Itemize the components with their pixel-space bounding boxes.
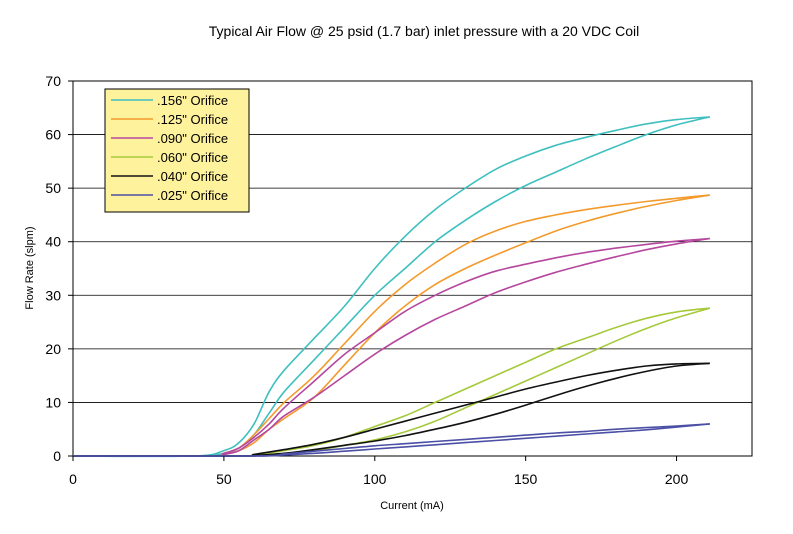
legend-box [104, 88, 250, 213]
x-axis-ticks: 0 50 100 150 200 [69, 456, 688, 487]
series-line-0-up [72, 116, 710, 458]
x-tick-label: 0 [69, 471, 77, 487]
series-line-1-up [72, 194, 710, 457]
legend-label: .060" Orifice [157, 150, 228, 165]
legend-label: .156" Orifice [157, 93, 228, 108]
legend-label: .025" Orifice [157, 188, 228, 203]
series-lines [72, 116, 711, 458]
series-line-1-down [72, 194, 710, 457]
x-tick-label: 150 [514, 471, 538, 487]
y-tick-label: 40 [45, 234, 61, 250]
y-tick-label: 30 [45, 287, 61, 303]
y-tick-label: 20 [45, 341, 61, 357]
chart-title: Typical Air Flow @ 25 psid (1.7 bar) inl… [209, 23, 640, 39]
series-line-4-up [72, 362, 710, 457]
y-tick-label: 50 [45, 180, 61, 196]
y-tick-label: 10 [45, 394, 61, 410]
y-tick-label: 70 [45, 73, 61, 89]
series-line-2-down [72, 237, 710, 457]
legend: .156" Orifice .125" Orifice .090" Orifice.… [104, 88, 250, 213]
series-line-5-down [72, 423, 710, 457]
x-tick-label: 50 [216, 471, 232, 487]
series-line-2-up [72, 237, 710, 457]
x-tick-label: 100 [363, 471, 387, 487]
y-axis-label: Flow Rate (slpm) [24, 226, 36, 309]
plot-frame [72, 80, 753, 457]
y-tick-label: 60 [45, 127, 61, 143]
y-axis-ticks: 0 10 20 30 40 50 60 70 [45, 73, 73, 464]
series-line-3-up [72, 307, 710, 457]
legend-label: .125" Orifice [157, 112, 228, 127]
y-tick-label: 0 [53, 448, 61, 464]
x-tick-label: 200 [665, 471, 689, 487]
legend-label: .040" Orifice [157, 169, 228, 184]
legend-label: .090" Orifice [157, 131, 228, 146]
series-line-3-down [72, 307, 711, 457]
series-line-4-down [72, 362, 710, 457]
x-axis-label: Current (mA) [380, 500, 444, 512]
series-line-5-up [72, 423, 710, 457]
